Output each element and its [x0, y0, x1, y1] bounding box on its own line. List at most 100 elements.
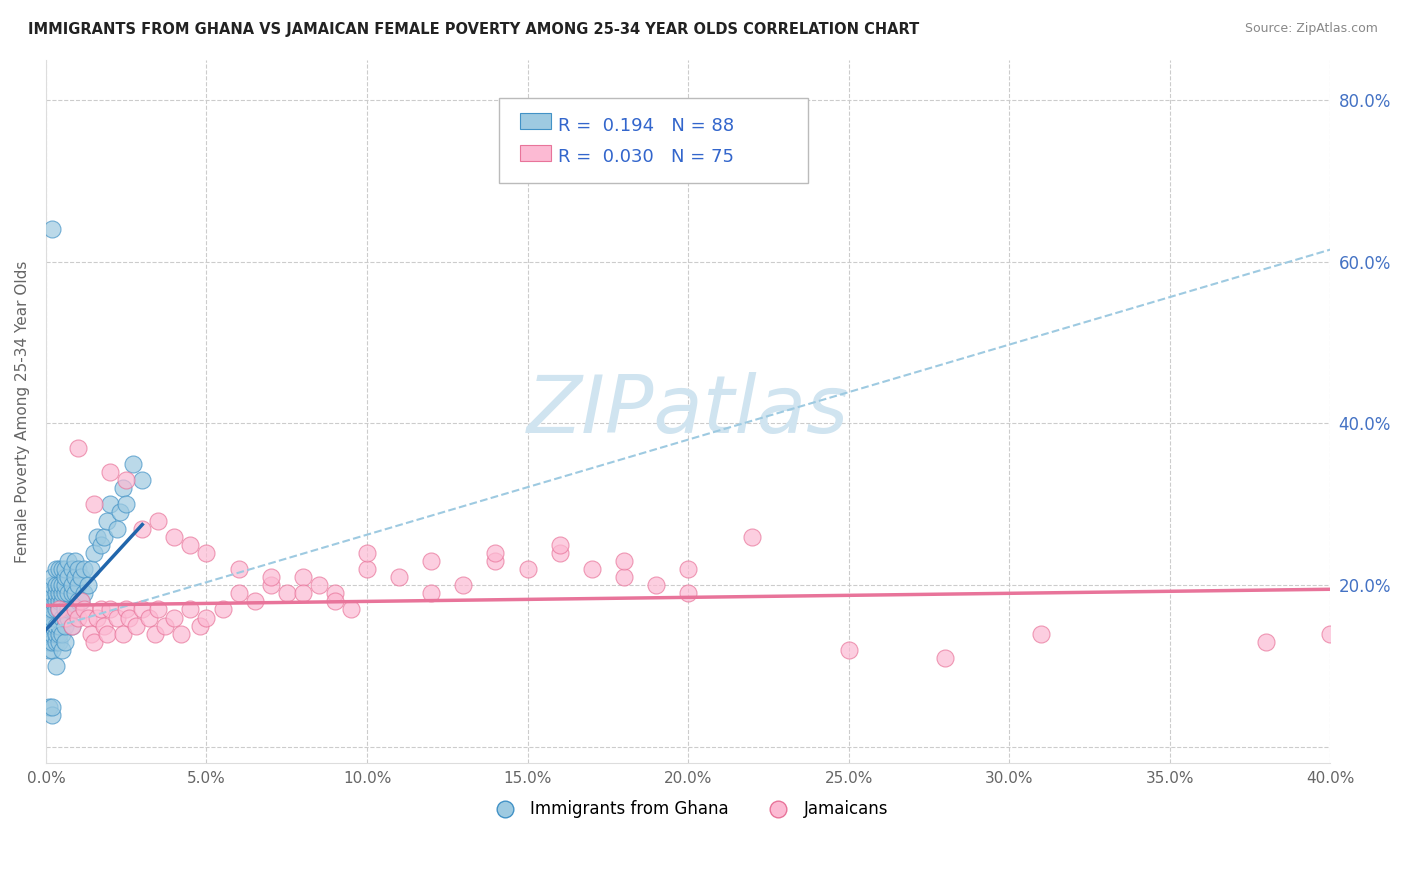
Point [45, 562, 67, 576]
Point [45, 635, 67, 649]
Point [41, 626, 63, 640]
Point [48, 602, 70, 616]
Point [548, 546, 571, 560]
Point [67, 562, 90, 576]
Point [45, 586, 67, 600]
Point [613, 570, 636, 584]
Point [53, 610, 76, 624]
Point [51, 578, 73, 592]
Point [308, 578, 330, 592]
Point [48, 618, 70, 632]
Point [163, 610, 186, 624]
Point [53, 586, 76, 600]
Point [356, 562, 378, 576]
Point [41, 578, 63, 592]
Point [83, 635, 105, 649]
Point [90, 602, 112, 616]
Point [125, 618, 148, 632]
Point [63, 602, 86, 616]
Point [51, 594, 73, 608]
Point [48, 594, 70, 608]
Point [420, 586, 443, 600]
Point [121, 457, 143, 471]
Point [63, 554, 86, 568]
Point [70, 570, 93, 584]
Point [73, 562, 96, 576]
Point [41, 618, 63, 632]
Point [228, 562, 250, 576]
Point [45, 626, 67, 640]
Text: R =  0.030   N = 75: R = 0.030 N = 75 [558, 148, 734, 166]
Point [105, 610, 128, 624]
Point [60, 586, 83, 600]
Point [70, 594, 93, 608]
Point [581, 562, 603, 576]
Point [67, 578, 90, 592]
Point [60, 618, 83, 632]
Point [67, 441, 90, 455]
Point [63, 602, 86, 616]
Point [108, 505, 131, 519]
Point [45, 659, 67, 673]
Point [48, 602, 70, 616]
Point [276, 586, 298, 600]
Point [38, 699, 60, 714]
Point [143, 626, 166, 640]
Point [741, 530, 763, 544]
Point [90, 538, 112, 552]
Point [260, 578, 283, 592]
Point [115, 602, 138, 616]
Point [38, 635, 60, 649]
Point [53, 635, 76, 649]
Point [63, 570, 86, 584]
Point [58, 570, 80, 584]
Point [153, 618, 176, 632]
Point [41, 610, 63, 624]
Point [98, 602, 121, 616]
Point [420, 554, 443, 568]
Point [516, 562, 538, 576]
Point [291, 570, 314, 584]
Point [148, 514, 170, 528]
Point [53, 602, 76, 616]
Point [45, 594, 67, 608]
Point [323, 586, 346, 600]
Point [38, 602, 60, 616]
Point [67, 610, 90, 624]
Point [73, 586, 96, 600]
Point [98, 497, 121, 511]
Point [96, 514, 118, 528]
Point [838, 643, 860, 657]
Point [934, 651, 956, 665]
Point [45, 618, 67, 632]
Point [53, 618, 76, 632]
Point [60, 618, 83, 632]
Point [1319, 626, 1341, 640]
Point [323, 594, 346, 608]
Point [58, 610, 80, 624]
Point [51, 586, 73, 600]
Point [41, 222, 63, 236]
Point [41, 586, 63, 600]
Point [131, 602, 153, 616]
Point [83, 497, 105, 511]
Point [38, 618, 60, 632]
Point [148, 602, 170, 616]
Point [41, 635, 63, 649]
Point [38, 626, 60, 640]
Text: IMMIGRANTS FROM GHANA VS JAMAICAN FEMALE POVERTY AMONG 25-34 YEAR OLDS CORRELATI: IMMIGRANTS FROM GHANA VS JAMAICAN FEMALE… [28, 22, 920, 37]
Point [228, 586, 250, 600]
Point [131, 522, 153, 536]
Point [195, 610, 218, 624]
Point [41, 699, 63, 714]
Point [340, 602, 363, 616]
Point [73, 602, 96, 616]
Point [211, 602, 233, 616]
Point [58, 602, 80, 616]
Point [86, 530, 108, 544]
Point [76, 610, 98, 624]
Point [58, 554, 80, 568]
Point [1031, 626, 1053, 640]
Point [291, 586, 314, 600]
Point [48, 578, 70, 592]
